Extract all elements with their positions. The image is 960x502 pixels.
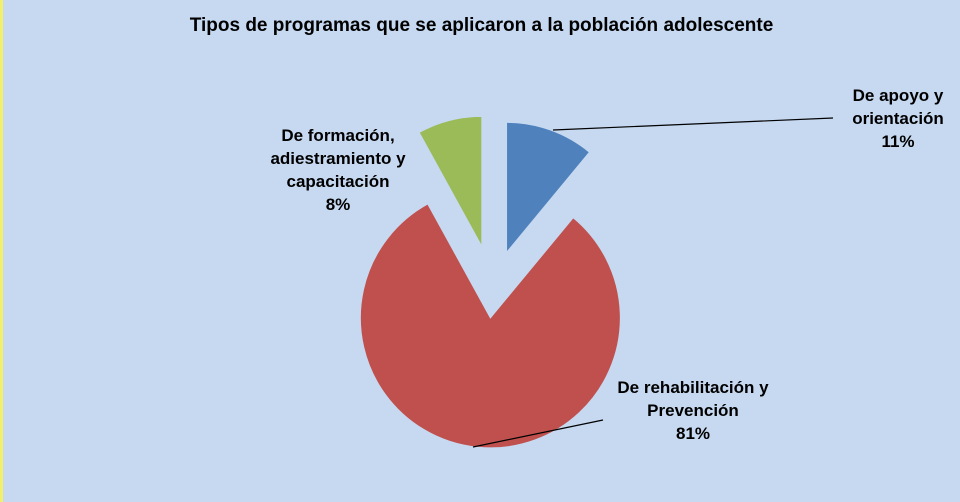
category-label: De rehabilitación y Prevención xyxy=(617,378,769,420)
pie-slice xyxy=(418,115,483,247)
pie-slice xyxy=(359,203,621,449)
category-label: De formación, adiestramiento y capacitac… xyxy=(270,126,406,191)
leader-line xyxy=(472,419,604,448)
slice-label: De apoyo y orientación 11% xyxy=(823,84,960,153)
pie-slice xyxy=(506,121,591,254)
slice-label: De formación, adiestramiento y capacitac… xyxy=(248,124,428,216)
chart-title: Tipos de programas que se aplicaron a la… xyxy=(189,15,774,36)
leader-line xyxy=(552,117,834,131)
value-label: 81% xyxy=(675,424,711,443)
pie-area xyxy=(359,115,834,449)
value-label: 8% xyxy=(325,195,351,214)
value-label: 11% xyxy=(881,132,915,151)
category-label: De apoyo y orientación xyxy=(852,86,944,128)
slice-label: De rehabilitación y Prevención 81% xyxy=(598,376,788,445)
